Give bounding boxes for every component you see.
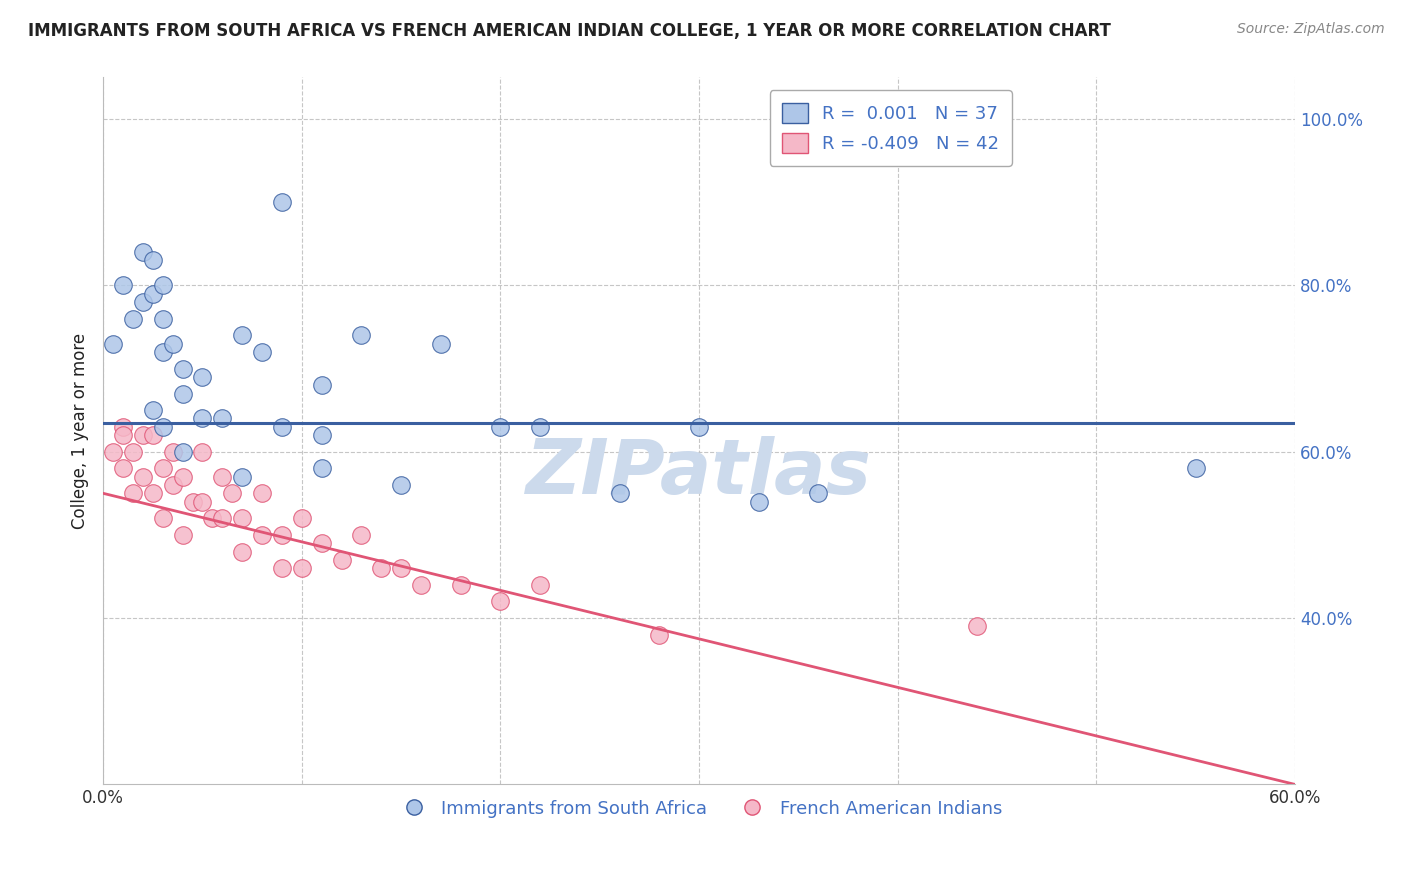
Point bbox=[250, 528, 273, 542]
Point bbox=[211, 511, 233, 525]
Point bbox=[311, 378, 333, 392]
Point bbox=[101, 336, 124, 351]
Point bbox=[142, 253, 165, 268]
Point bbox=[191, 370, 214, 384]
Point bbox=[231, 544, 253, 558]
Point bbox=[122, 486, 145, 500]
Point bbox=[152, 311, 174, 326]
Point bbox=[250, 486, 273, 500]
Point bbox=[111, 419, 134, 434]
Point bbox=[389, 561, 412, 575]
Point bbox=[132, 469, 155, 483]
Point bbox=[191, 444, 214, 458]
Point bbox=[152, 345, 174, 359]
Point bbox=[162, 336, 184, 351]
Point bbox=[201, 511, 224, 525]
Legend: Immigrants from South Africa, French American Indians: Immigrants from South Africa, French Ame… bbox=[389, 792, 1010, 825]
Point bbox=[172, 361, 194, 376]
Point bbox=[231, 511, 253, 525]
Point bbox=[181, 494, 204, 508]
Point bbox=[162, 444, 184, 458]
Point bbox=[142, 403, 165, 417]
Point bbox=[172, 444, 194, 458]
Point bbox=[122, 311, 145, 326]
Point bbox=[350, 328, 373, 343]
Point bbox=[152, 278, 174, 293]
Point bbox=[211, 411, 233, 425]
Point bbox=[172, 469, 194, 483]
Point bbox=[529, 578, 551, 592]
Point bbox=[132, 428, 155, 442]
Point bbox=[430, 336, 453, 351]
Point bbox=[142, 486, 165, 500]
Point bbox=[966, 619, 988, 633]
Point bbox=[231, 328, 253, 343]
Point bbox=[271, 419, 294, 434]
Point bbox=[221, 486, 243, 500]
Point bbox=[271, 528, 294, 542]
Point bbox=[648, 628, 671, 642]
Point bbox=[291, 511, 314, 525]
Point bbox=[291, 561, 314, 575]
Point bbox=[152, 461, 174, 475]
Point bbox=[111, 428, 134, 442]
Point bbox=[172, 528, 194, 542]
Point bbox=[132, 295, 155, 310]
Point bbox=[688, 419, 710, 434]
Point bbox=[191, 411, 214, 425]
Point bbox=[122, 444, 145, 458]
Point bbox=[489, 594, 512, 608]
Y-axis label: College, 1 year or more: College, 1 year or more bbox=[72, 333, 89, 529]
Point bbox=[111, 278, 134, 293]
Text: Source: ZipAtlas.com: Source: ZipAtlas.com bbox=[1237, 22, 1385, 37]
Text: ZIPatlas: ZIPatlas bbox=[526, 436, 872, 510]
Point bbox=[250, 345, 273, 359]
Point bbox=[1184, 461, 1206, 475]
Point bbox=[132, 245, 155, 260]
Text: IMMIGRANTS FROM SOUTH AFRICA VS FRENCH AMERICAN INDIAN COLLEGE, 1 YEAR OR MORE C: IMMIGRANTS FROM SOUTH AFRICA VS FRENCH A… bbox=[28, 22, 1111, 40]
Point bbox=[231, 469, 253, 483]
Point bbox=[142, 286, 165, 301]
Point bbox=[389, 478, 412, 492]
Point bbox=[311, 461, 333, 475]
Point bbox=[152, 419, 174, 434]
Point bbox=[609, 486, 631, 500]
Point bbox=[350, 528, 373, 542]
Point bbox=[152, 511, 174, 525]
Point bbox=[142, 428, 165, 442]
Point bbox=[191, 494, 214, 508]
Point bbox=[111, 461, 134, 475]
Point bbox=[162, 478, 184, 492]
Point bbox=[271, 195, 294, 210]
Point bbox=[409, 578, 432, 592]
Point bbox=[311, 428, 333, 442]
Point bbox=[271, 561, 294, 575]
Point bbox=[370, 561, 392, 575]
Point bbox=[529, 419, 551, 434]
Point bbox=[211, 469, 233, 483]
Point bbox=[489, 419, 512, 434]
Point bbox=[450, 578, 472, 592]
Point bbox=[330, 553, 353, 567]
Point bbox=[101, 444, 124, 458]
Point bbox=[748, 494, 770, 508]
Point bbox=[172, 386, 194, 401]
Point bbox=[311, 536, 333, 550]
Point bbox=[807, 486, 830, 500]
